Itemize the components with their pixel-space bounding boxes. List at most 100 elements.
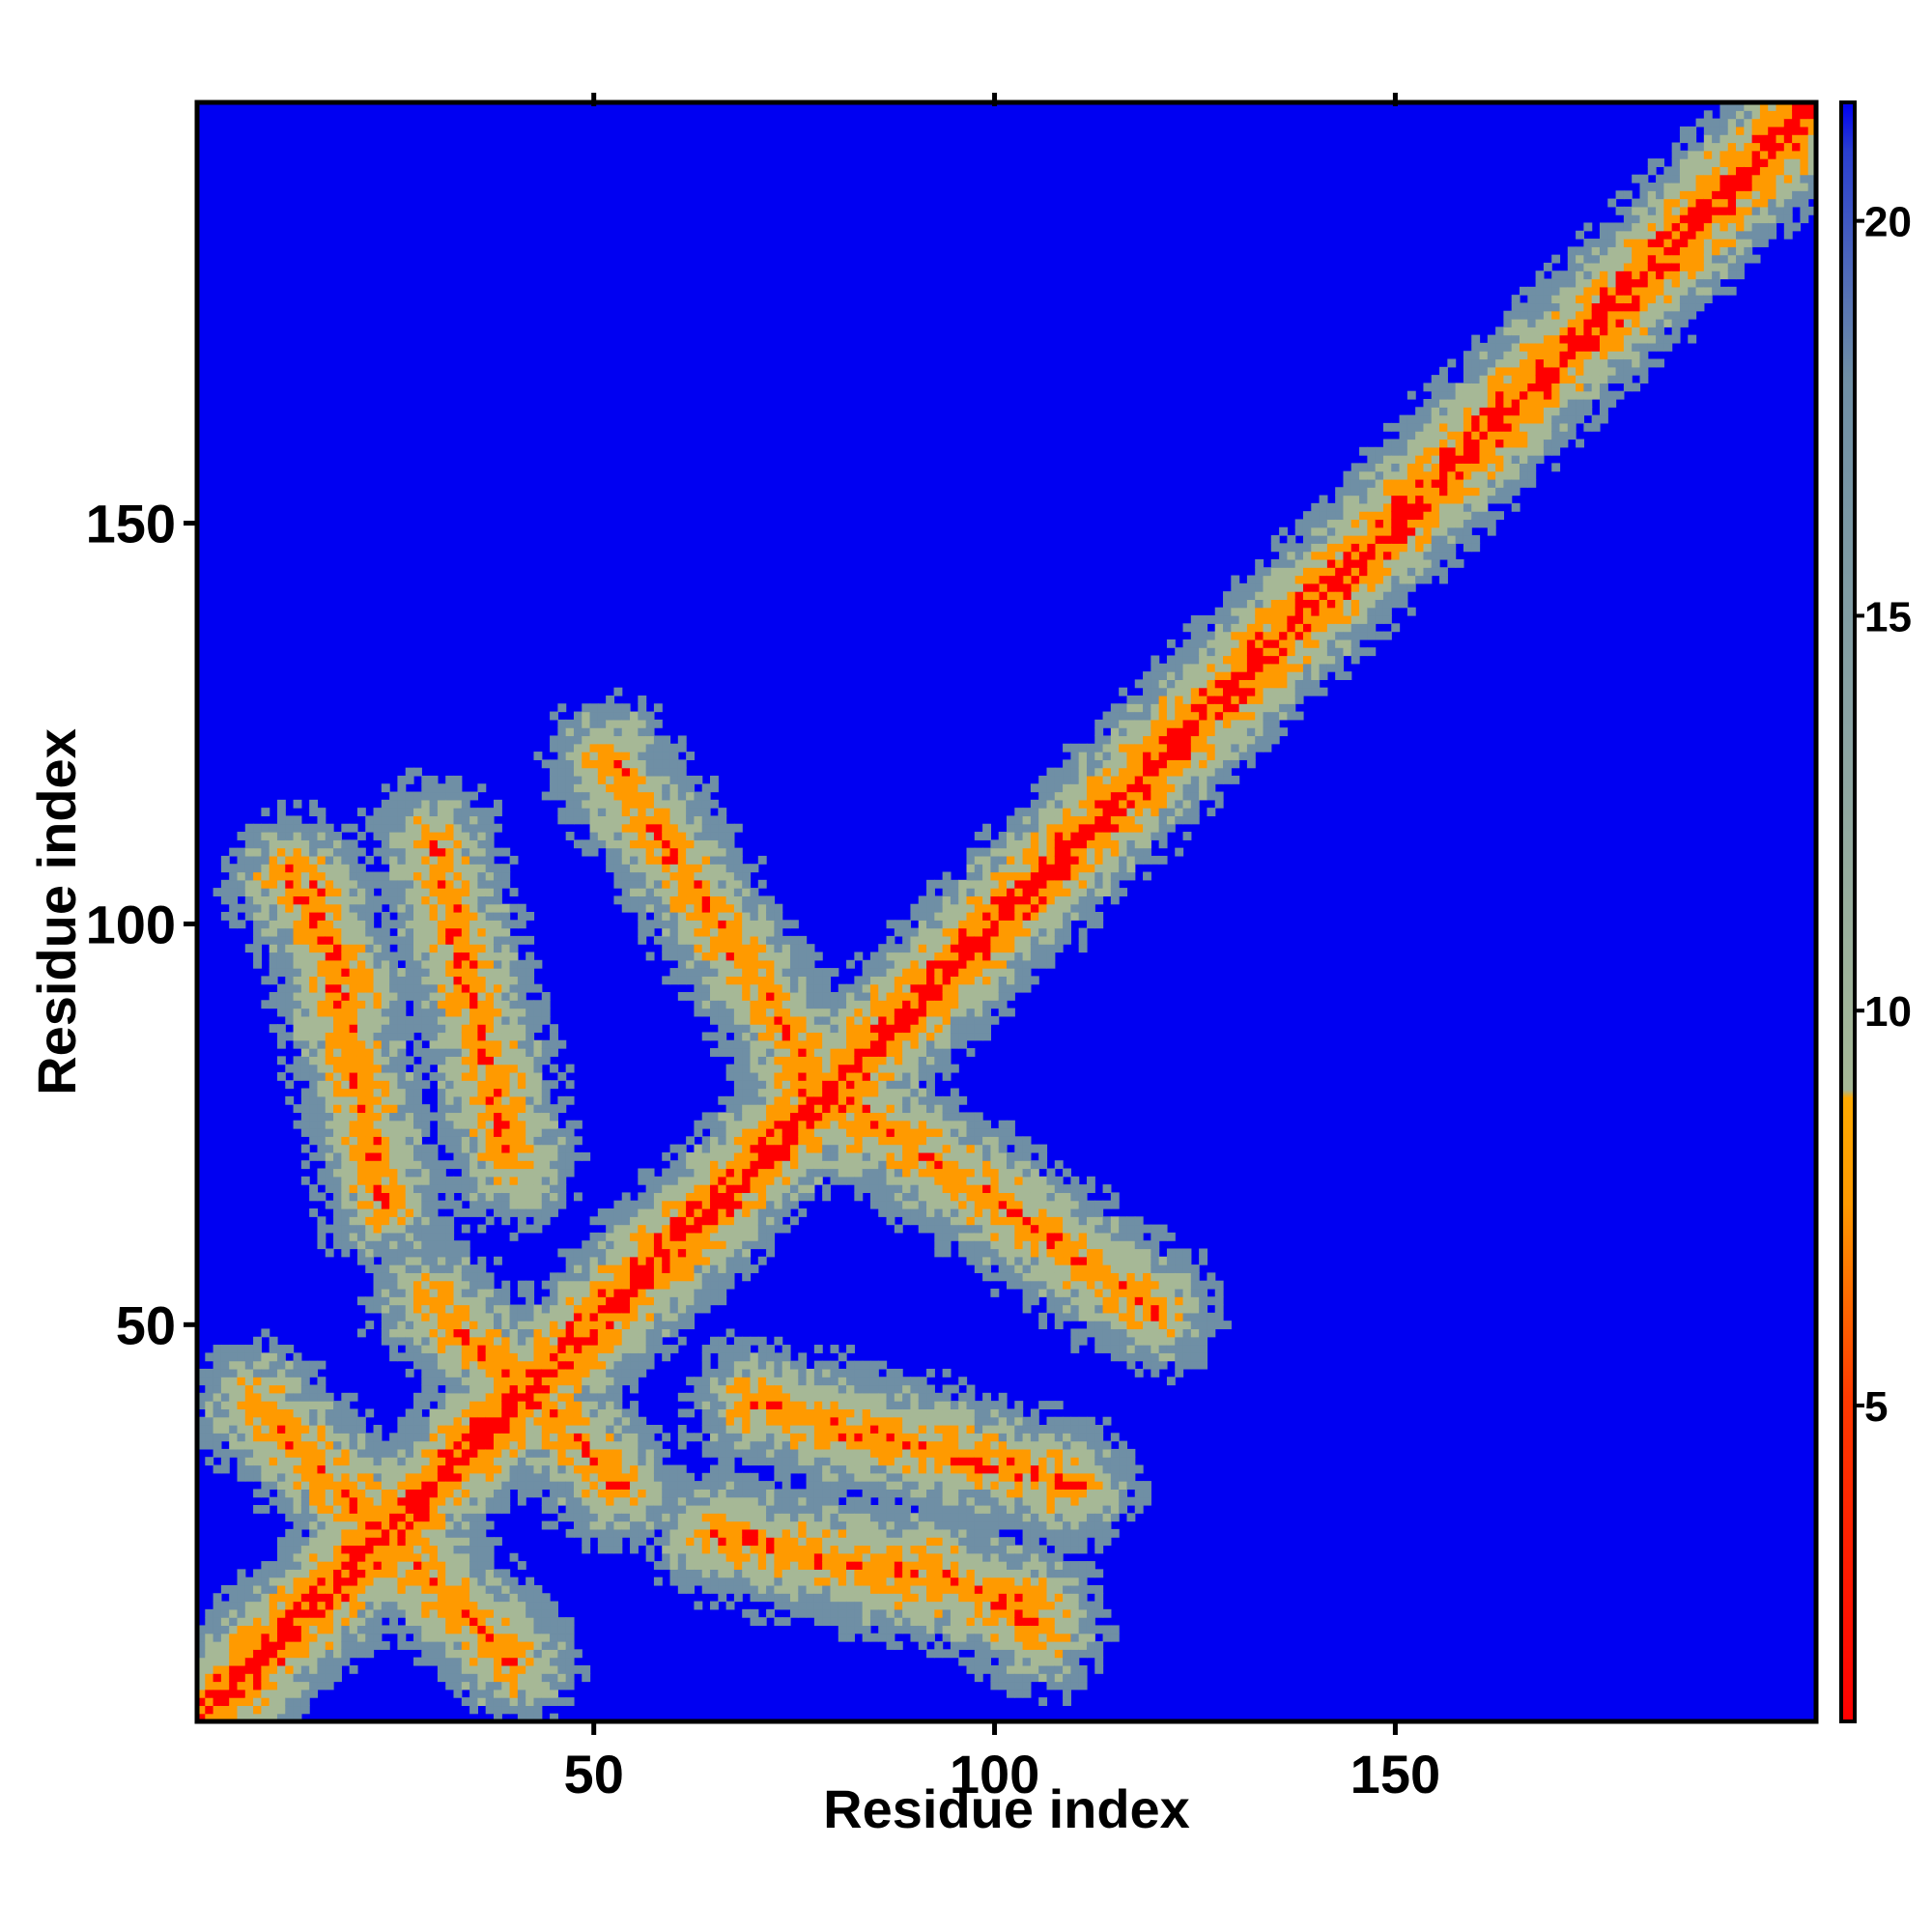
heatmap-cell: [413, 1537, 422, 1547]
heatmap-cell: [630, 783, 639, 793]
heatmap-cell: [565, 1128, 575, 1137]
heatmap-cell: [485, 823, 495, 833]
heatmap-cell: [477, 1144, 487, 1153]
heatmap-cell: [421, 1489, 431, 1498]
heatmap-cell: [582, 1256, 591, 1265]
heatmap-cell: [653, 912, 663, 921]
heatmap-cell: [453, 1649, 463, 1659]
heatmap-cell: [694, 775, 703, 784]
heatmap-cell: [293, 1561, 302, 1570]
heatmap-cell: [493, 1184, 502, 1193]
heatmap-cell: [509, 920, 519, 929]
heatmap-cell: [517, 1713, 526, 1722]
heatmap-cell: [341, 1489, 351, 1498]
heatmap-cell: [421, 1224, 431, 1234]
heatmap-cell: [653, 815, 663, 825]
heatmap-cell: [276, 991, 286, 1001]
heatmap-cell: [317, 1224, 327, 1234]
heatmap-cell: [526, 1112, 535, 1122]
heatmap-cell: [349, 1240, 358, 1250]
heatmap-cell: [686, 791, 696, 801]
heatmap-cell: [461, 1112, 470, 1122]
heatmap-cell: [445, 1352, 455, 1362]
heatmap-cell: [517, 1345, 526, 1353]
heatmap-cell: [701, 1440, 711, 1450]
heatmap-cell: [501, 1416, 511, 1426]
heatmap-cell: [365, 1112, 375, 1122]
heatmap-cell: [373, 832, 383, 840]
heatmap-cell: [429, 1151, 439, 1161]
heatmap-cell: [429, 1328, 439, 1338]
heatmap-cell: [261, 823, 270, 833]
heatmap-cell: [381, 920, 390, 929]
heatmap-cell: [300, 1408, 310, 1418]
heatmap-cell: [589, 1296, 599, 1306]
heatmap-cell: [597, 1240, 607, 1250]
heatmap-cell: [589, 703, 599, 713]
heatmap-cell: [677, 1288, 687, 1297]
heatmap-cell: [517, 1321, 526, 1330]
heatmap-cell: [686, 864, 696, 873]
heatmap-cell: [453, 1401, 463, 1410]
heatmap-cell: [405, 1617, 414, 1627]
heatmap-cell: [533, 1368, 543, 1378]
heatmap-cell: [237, 864, 246, 873]
heatmap-cell: [397, 1136, 407, 1146]
heatmap-cell: [630, 1489, 639, 1498]
heatmap-cell: [493, 1440, 502, 1450]
heatmap-cell: [325, 864, 334, 873]
heatmap-cell: [413, 1352, 422, 1362]
heatmap-cell: [638, 839, 647, 849]
heatmap-cell: [597, 1321, 607, 1330]
heatmap-cell: [413, 1657, 422, 1666]
heatmap-cell: [677, 1472, 687, 1482]
heatmap-cell: [621, 847, 631, 857]
heatmap-cell: [550, 1489, 558, 1498]
heatmap-cell: [445, 991, 455, 1001]
heatmap-cell: [437, 1673, 446, 1683]
heatmap-cell: [317, 1496, 327, 1506]
heatmap-cell: [589, 815, 599, 825]
heatmap-cell: [613, 1440, 623, 1450]
heatmap-cell: [389, 1552, 399, 1562]
heatmap-cell: [582, 1377, 591, 1386]
heatmap-cell: [677, 1304, 687, 1314]
heatmap-cell: [276, 1664, 286, 1674]
heatmap-cell: [469, 1088, 478, 1097]
heatmap-cell: [237, 1584, 246, 1594]
heatmap-cell: [526, 1008, 535, 1017]
heatmap-cell: [485, 1216, 495, 1226]
heatmap-cell: [373, 1625, 383, 1634]
heatmap-cell: [645, 1528, 655, 1538]
heatmap-cell: [356, 1641, 366, 1650]
heatmap-cell: [349, 1617, 358, 1627]
heatmap-cell: [718, 1520, 727, 1530]
heatmap-cell: [381, 1200, 390, 1209]
heatmap-cell: [381, 1577, 390, 1586]
heatmap-cell: [421, 1584, 431, 1594]
heatmap-cell: [645, 1472, 655, 1482]
heatmap-cell: [469, 1095, 478, 1105]
heatmap-cell: [356, 832, 366, 840]
heatmap-cell: [269, 1713, 278, 1722]
heatmap-cell: [445, 1392, 455, 1402]
heatmap-cell: [437, 944, 446, 953]
heatmap-cell: [461, 1633, 470, 1642]
heatmap-cell: [645, 1496, 655, 1506]
heatmap-cell: [550, 1625, 558, 1634]
heatmap-cell: [453, 1368, 463, 1378]
heatmap-cell: [269, 1377, 278, 1386]
heatmap-cell: [293, 1384, 302, 1394]
heatmap-cell: [325, 1496, 334, 1506]
heatmap-cell: [220, 879, 230, 889]
heatmap-cell: [621, 1208, 631, 1217]
heatmap-cell: [397, 1641, 407, 1650]
heatmap-cell: [509, 1593, 519, 1603]
heatmap-cell: [381, 1457, 390, 1466]
heatmap-cell: [541, 1625, 551, 1634]
heatmap-cell: [686, 1392, 696, 1402]
heatmap-cell: [701, 1192, 711, 1202]
heatmap-cell: [582, 727, 591, 737]
heatmap-cell: [453, 1657, 463, 1666]
heatmap-cell: [276, 1552, 286, 1562]
